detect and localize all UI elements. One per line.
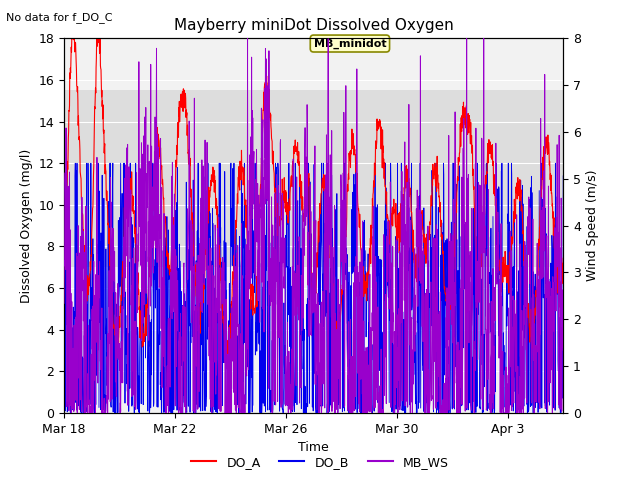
Y-axis label: Wind Speed (m/s): Wind Speed (m/s) [586, 170, 600, 281]
X-axis label: Time: Time [298, 441, 329, 454]
Title: Mayberry miniDot Dissolved Oxygen: Mayberry miniDot Dissolved Oxygen [173, 18, 454, 33]
Bar [64, 90, 563, 267]
Y-axis label: Dissolved Oxygen (mg/l): Dissolved Oxygen (mg/l) [20, 148, 33, 303]
Text: MB_minidot: MB_minidot [314, 38, 386, 48]
Legend: DO_A, DO_B, MB_WS: DO_A, DO_B, MB_WS [186, 451, 454, 474]
Text: No data for f_DO_C: No data for f_DO_C [6, 12, 113, 23]
